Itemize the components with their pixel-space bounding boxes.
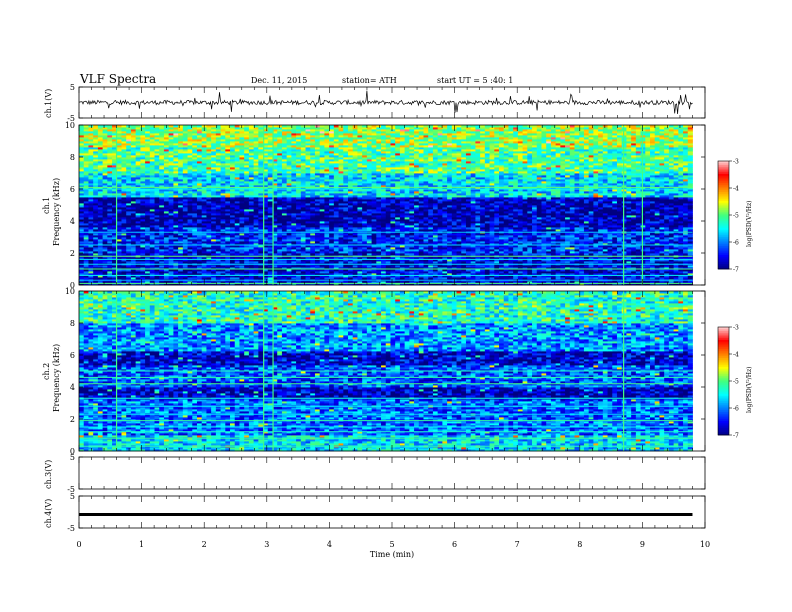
figure-title: VLF Spectra xyxy=(79,72,156,86)
ch1-waveform-trace xyxy=(79,91,693,114)
vlf-spectra-figure: VLF Spectra Dec. 11, 2015 station= ATH s… xyxy=(0,0,792,612)
spectrogram-cells xyxy=(79,125,693,285)
y-tick-label: 5 xyxy=(70,83,75,92)
station-label: station= ATH xyxy=(342,76,397,85)
ch1-waveform-panel: 5-5 xyxy=(67,83,705,123)
start-time-label: start UT = 5 :40: 1 xyxy=(437,76,513,85)
date-label: Dec. 11, 2015 xyxy=(251,76,307,85)
